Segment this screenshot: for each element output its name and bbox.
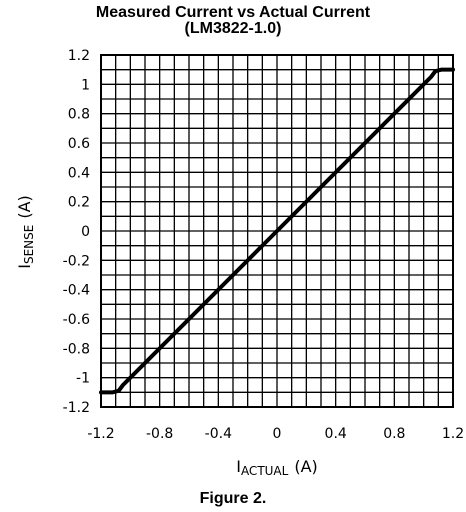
x-tick-label: -0.8 — [146, 426, 173, 442]
y-axis-label-sub: SENSE — [22, 225, 36, 264]
x-tick-labels: -1.2 -0.8 -0.4 0 0.4 0.8 1.2 — [87, 426, 464, 442]
x-tick-label: 0.8 — [383, 426, 405, 442]
y-tick-label: 1.2 — [68, 48, 90, 64]
x-axis-label-main: I — [236, 457, 241, 476]
y-tick-label: -0.4 — [63, 283, 90, 299]
y-tick-label: 0.4 — [68, 165, 90, 181]
y-tick-label: 0.6 — [68, 136, 90, 152]
y-tick-label: 0.2 — [68, 195, 90, 211]
figure-caption: Figure 2. — [199, 490, 267, 507]
y-tick-label: -0.8 — [63, 341, 90, 357]
y-axis-label-unit: (A) — [15, 195, 34, 218]
y-tick-label: 0.8 — [68, 107, 90, 123]
x-axis-label-unit: (A) — [294, 457, 317, 476]
x-tick-label: -1.2 — [87, 426, 114, 442]
x-tick-label: 0.4 — [325, 426, 347, 442]
y-tick-label: -1 — [76, 371, 90, 387]
y-tick-label: 0 — [81, 224, 90, 240]
x-axis-label: IACTUAL (A) — [236, 457, 318, 478]
y-tick-label: -1.2 — [63, 400, 90, 416]
x-tick-label: 1.2 — [442, 426, 464, 442]
y-tick-label: 1 — [81, 77, 90, 93]
chart-title-line1: Measured Current vs Actual Current — [95, 4, 371, 21]
y-axis-label-main: I — [15, 264, 34, 269]
y-axis-label: ISENSE (A) — [15, 195, 36, 269]
y-tick-labels: 1.2 1 0.8 0.6 0.4 0.2 0 -0.2 -0.4 -0.6 -0.8 -1 -1.2 — [63, 48, 90, 416]
x-tick-label: 0 — [273, 426, 282, 442]
chart-title-line2: (LM3822-1.0) — [184, 20, 282, 37]
series-line — [99, 67, 455, 395]
y-tick-label: -0.2 — [63, 253, 90, 269]
y-tick-label: -0.6 — [63, 312, 90, 328]
x-tick-label: -0.4 — [205, 426, 232, 442]
series-group — [99, 67, 455, 395]
plot-frame — [100, 54, 454, 408]
x-axis-label-sub: ACTUAL — [241, 464, 289, 478]
